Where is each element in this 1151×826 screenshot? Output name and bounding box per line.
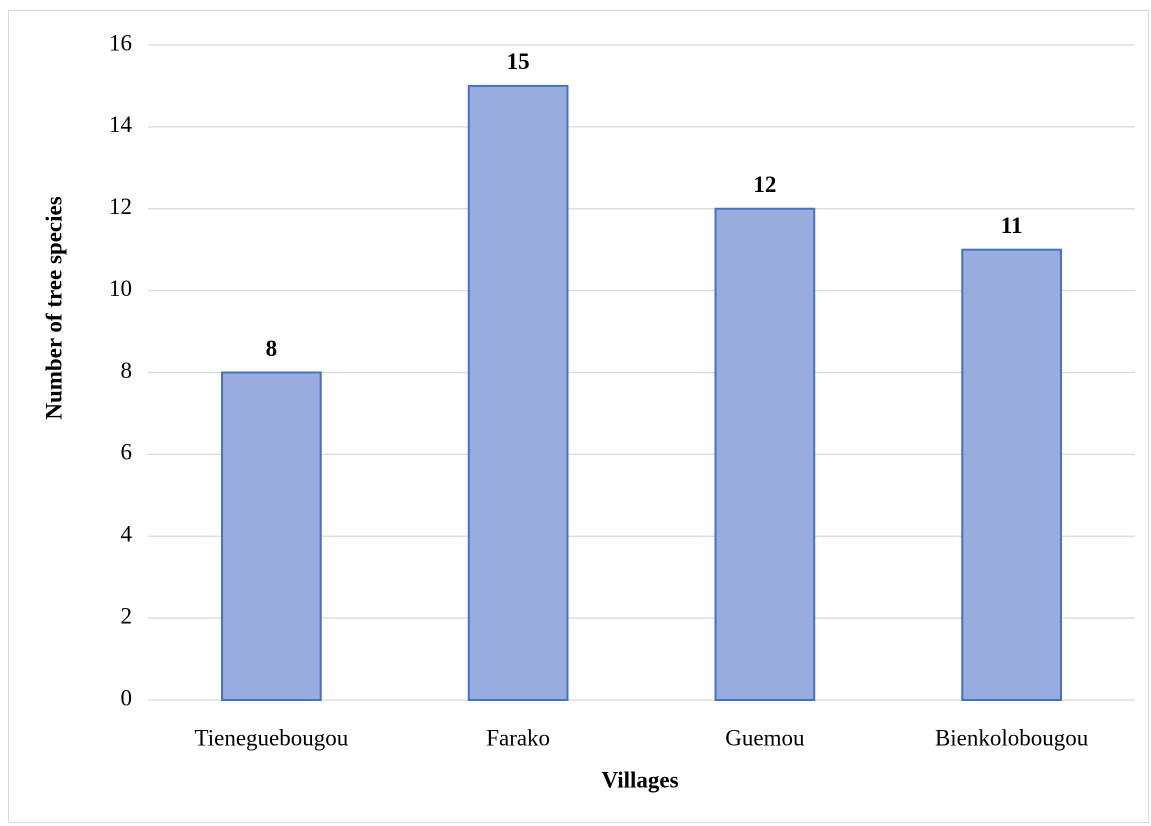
y-tick-label: 0 [121,685,133,710]
chart-frame [8,10,1149,823]
y-tick-label: 10 [109,276,132,301]
y-tick-label: 2 [121,603,133,628]
bar [221,371,322,701]
y-tick-label: 8 [121,358,133,383]
y-tick-label: 16 [109,30,132,55]
value-label: 12 [753,172,776,197]
value-label: 15 [507,49,530,74]
x-tick-label: Bienkolobougou [935,725,1089,750]
y-tick-label: 12 [109,194,132,219]
y-tick-label: 6 [121,440,133,465]
y-axis-title: Number of tree species [41,196,66,419]
value-label: 11 [1001,213,1023,238]
bar [467,84,569,701]
value-label: 8 [266,336,278,361]
bar [961,248,1062,701]
y-tick-label: 14 [109,112,133,137]
x-tick-label: Tieneguebougou [194,725,348,750]
x-tick-label: Farako [486,725,550,750]
y-tick-label: 4 [121,522,133,547]
x-tick-label: Guemou [725,725,805,750]
x-axis-title: Villages [601,767,678,792]
bar [714,207,816,701]
